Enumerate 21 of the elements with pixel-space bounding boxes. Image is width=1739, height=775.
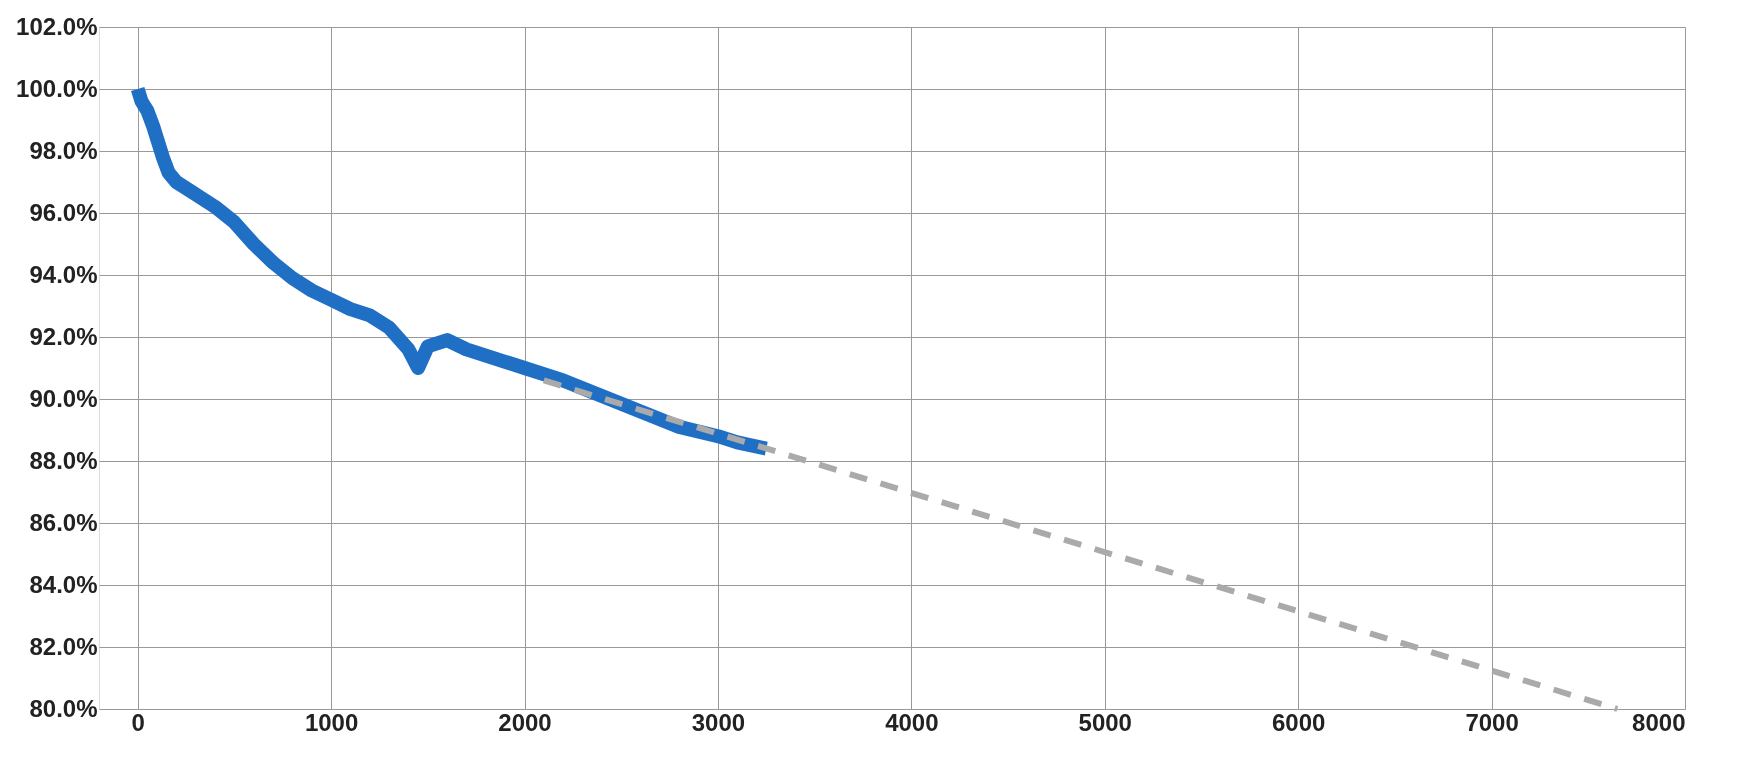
- x-tick-label: 8000: [1632, 708, 1686, 736]
- x-tick-label: 6000: [1271, 708, 1326, 736]
- x-tick-label: 2000: [498, 708, 552, 736]
- y-tick-label: 84.0%: [29, 570, 98, 598]
- y-tick-label: 102.0%: [16, 12, 98, 40]
- y-tick-label: 98.0%: [29, 136, 98, 164]
- x-tick-label: 5000: [1078, 708, 1132, 736]
- y-tick-label: 92.0%: [29, 322, 98, 350]
- x-tick-label: 0: [131, 708, 145, 736]
- y-tick-label: 88.0%: [29, 446, 98, 474]
- y-tick-label: 86.0%: [29, 508, 98, 536]
- x-tick-label: 3000: [691, 708, 746, 736]
- y-tick-label: 94.0%: [29, 260, 98, 288]
- y-tick-label: 82.0%: [29, 632, 98, 660]
- x-tick-label: 7000: [1465, 708, 1519, 736]
- y-tick-label: 90.0%: [29, 384, 98, 412]
- y-tick-label: 80.0%: [29, 694, 98, 722]
- x-tick-label: 4000: [885, 708, 939, 736]
- y-tick-label: 96.0%: [29, 198, 98, 226]
- y-tick-label: 100.0%: [16, 74, 98, 102]
- x-tick-label: 1000: [304, 708, 359, 736]
